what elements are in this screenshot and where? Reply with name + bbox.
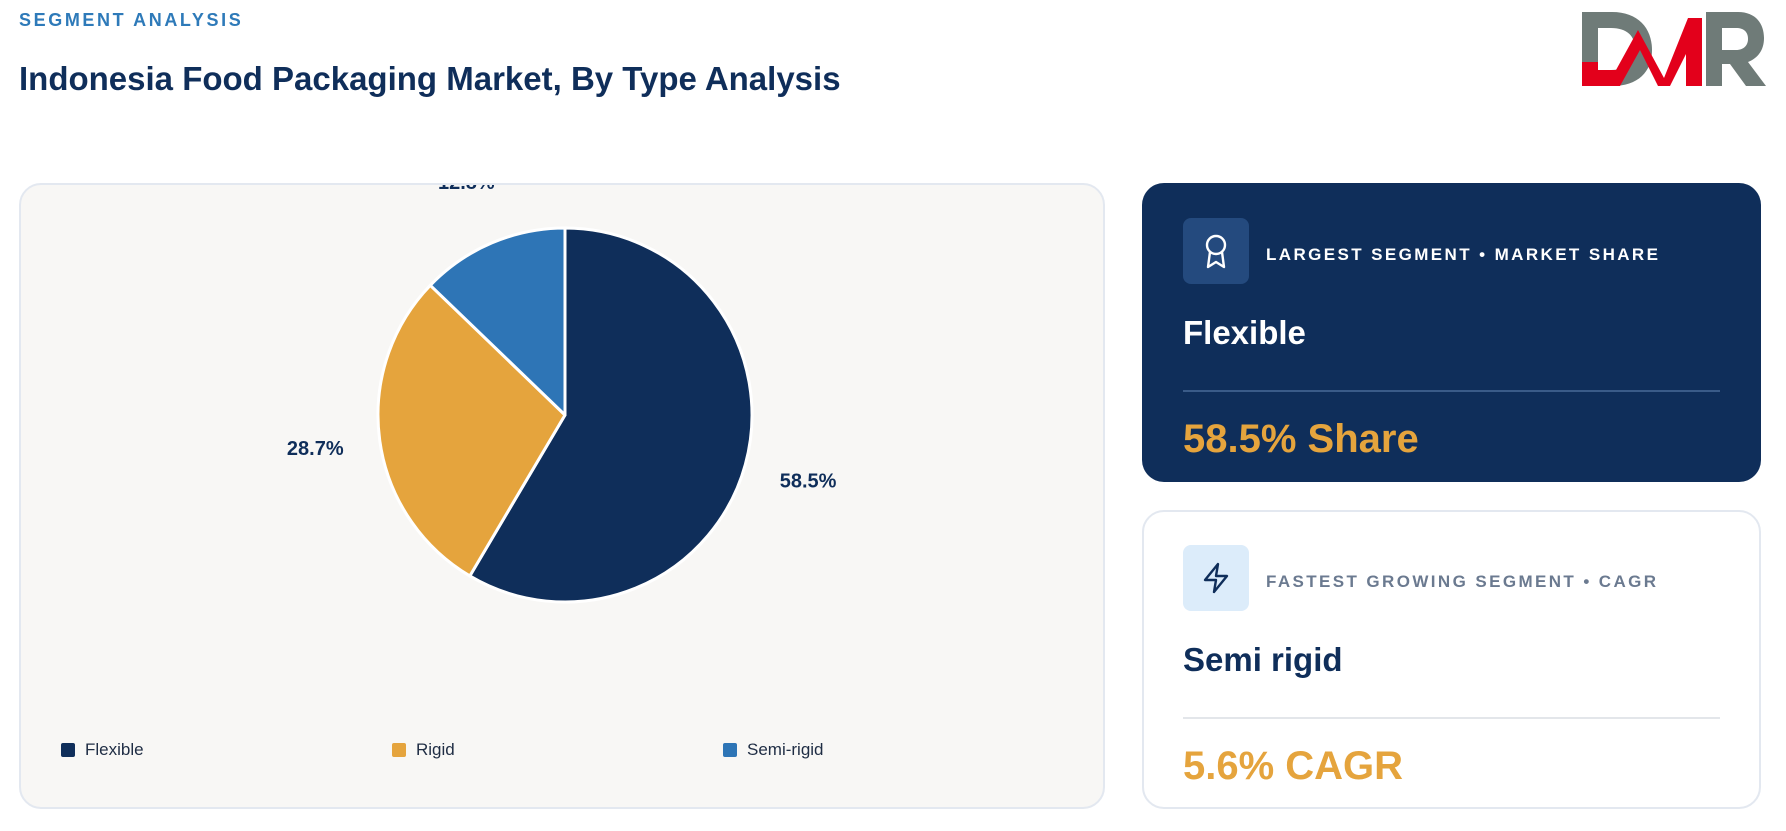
pie-slice-flexible <box>468 226 754 604</box>
lightning-icon <box>1183 545 1249 611</box>
pie-slice-semi-rigid <box>428 226 567 417</box>
fastest-segment-card: FASTEST GROWING SEGMENT • CAGR Semi rigi… <box>1142 510 1761 809</box>
page-title: Indonesia Food Packaging Market, By Type… <box>19 60 841 97</box>
pie-slice-rigid <box>376 283 567 578</box>
award-icon <box>1183 218 1249 284</box>
fastest-segment-label: FASTEST GROWING SEGMENT • CAGR <box>1266 572 1659 591</box>
fastest-segment-value: 5.6% CAGR <box>1183 744 1404 788</box>
chart-card: 58.5% 28.7% 12.8% Flexible Rigid Semi-rigid <box>19 183 1105 809</box>
fastest-segment-name: Semi rigid <box>1183 641 1343 678</box>
dmr-logo <box>1582 12 1766 86</box>
pie-label-flexible: 58.5% <box>780 470 837 492</box>
largest-segment-card: LARGEST SEGMENT • MARKET SHARE Flexible … <box>1142 183 1761 482</box>
largest-segment-name: Flexible <box>1183 314 1306 351</box>
legend-label: Rigid <box>416 740 455 759</box>
card-divider <box>1183 717 1720 719</box>
legend-swatch <box>392 743 406 757</box>
legend-swatch <box>723 743 737 757</box>
pie-label-rigid: 28.7% <box>287 438 344 460</box>
pie-chart: 58.5% 28.7% 12.8% Flexible Rigid Semi-rigid <box>61 185 837 759</box>
legend-swatch <box>61 743 75 757</box>
section-eyebrow: SEGMENT ANALYSIS <box>19 10 244 30</box>
legend-item-rigid: Rigid <box>392 740 455 759</box>
card-divider <box>1183 390 1720 392</box>
legend-item-flexible: Flexible <box>61 740 144 759</box>
legend-label: Flexible <box>85 740 144 759</box>
legend-label: Semi-rigid <box>747 740 824 759</box>
largest-segment-label: LARGEST SEGMENT • MARKET SHARE <box>1266 245 1661 264</box>
largest-segment-value: 58.5% Share <box>1183 417 1419 461</box>
legend-item-semi-rigid: Semi-rigid <box>723 740 824 759</box>
pie-label-semi-rigid: 12.8% <box>438 185 495 194</box>
